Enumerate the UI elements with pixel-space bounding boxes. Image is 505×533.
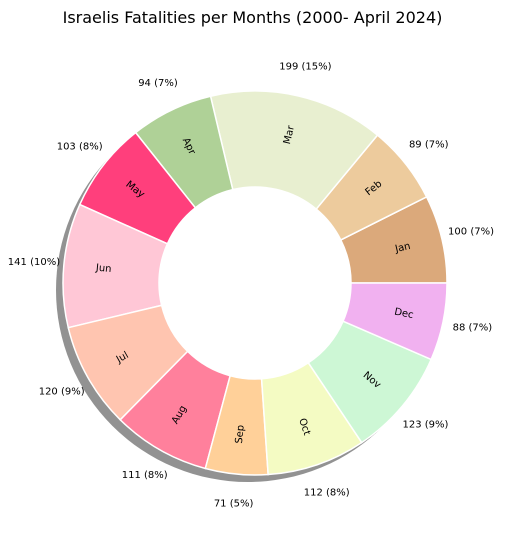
value-label-jun: 141 (10%) <box>8 257 60 268</box>
value-label-feb: 89 (7%) <box>409 139 449 150</box>
slice-label-dec: Dec <box>393 307 414 322</box>
slice-dec <box>342 282 448 361</box>
slice-label-oct: Oct <box>296 417 312 437</box>
value-label-jul: 120 (9%) <box>39 387 85 398</box>
value-label-nov: 123 (9%) <box>402 420 448 431</box>
value-label-dec: 88 (7%) <box>453 323 493 334</box>
value-label-mar: 199 (15%) <box>279 61 331 72</box>
value-label-oct: 112 (8%) <box>304 488 350 499</box>
value-label-jan: 100 (7%) <box>448 226 494 237</box>
chart-title: Israelis Fatalities per Months (2000- Ap… <box>62 8 443 27</box>
value-label-aug: 111 (8%) <box>122 470 168 481</box>
value-label-apr: 94 (7%) <box>138 78 178 89</box>
slice-label-jan: Jan <box>393 241 412 255</box>
hole-layer <box>159 187 351 379</box>
value-label-sep: 71 (5%) <box>214 498 254 509</box>
slice-label-jun: Jun <box>94 263 112 275</box>
value-label-may: 103 (8%) <box>57 141 103 152</box>
donut-hole <box>159 187 351 379</box>
slice-label-mar: Mar <box>282 124 297 146</box>
slice-label-sep: Sep <box>234 424 247 444</box>
